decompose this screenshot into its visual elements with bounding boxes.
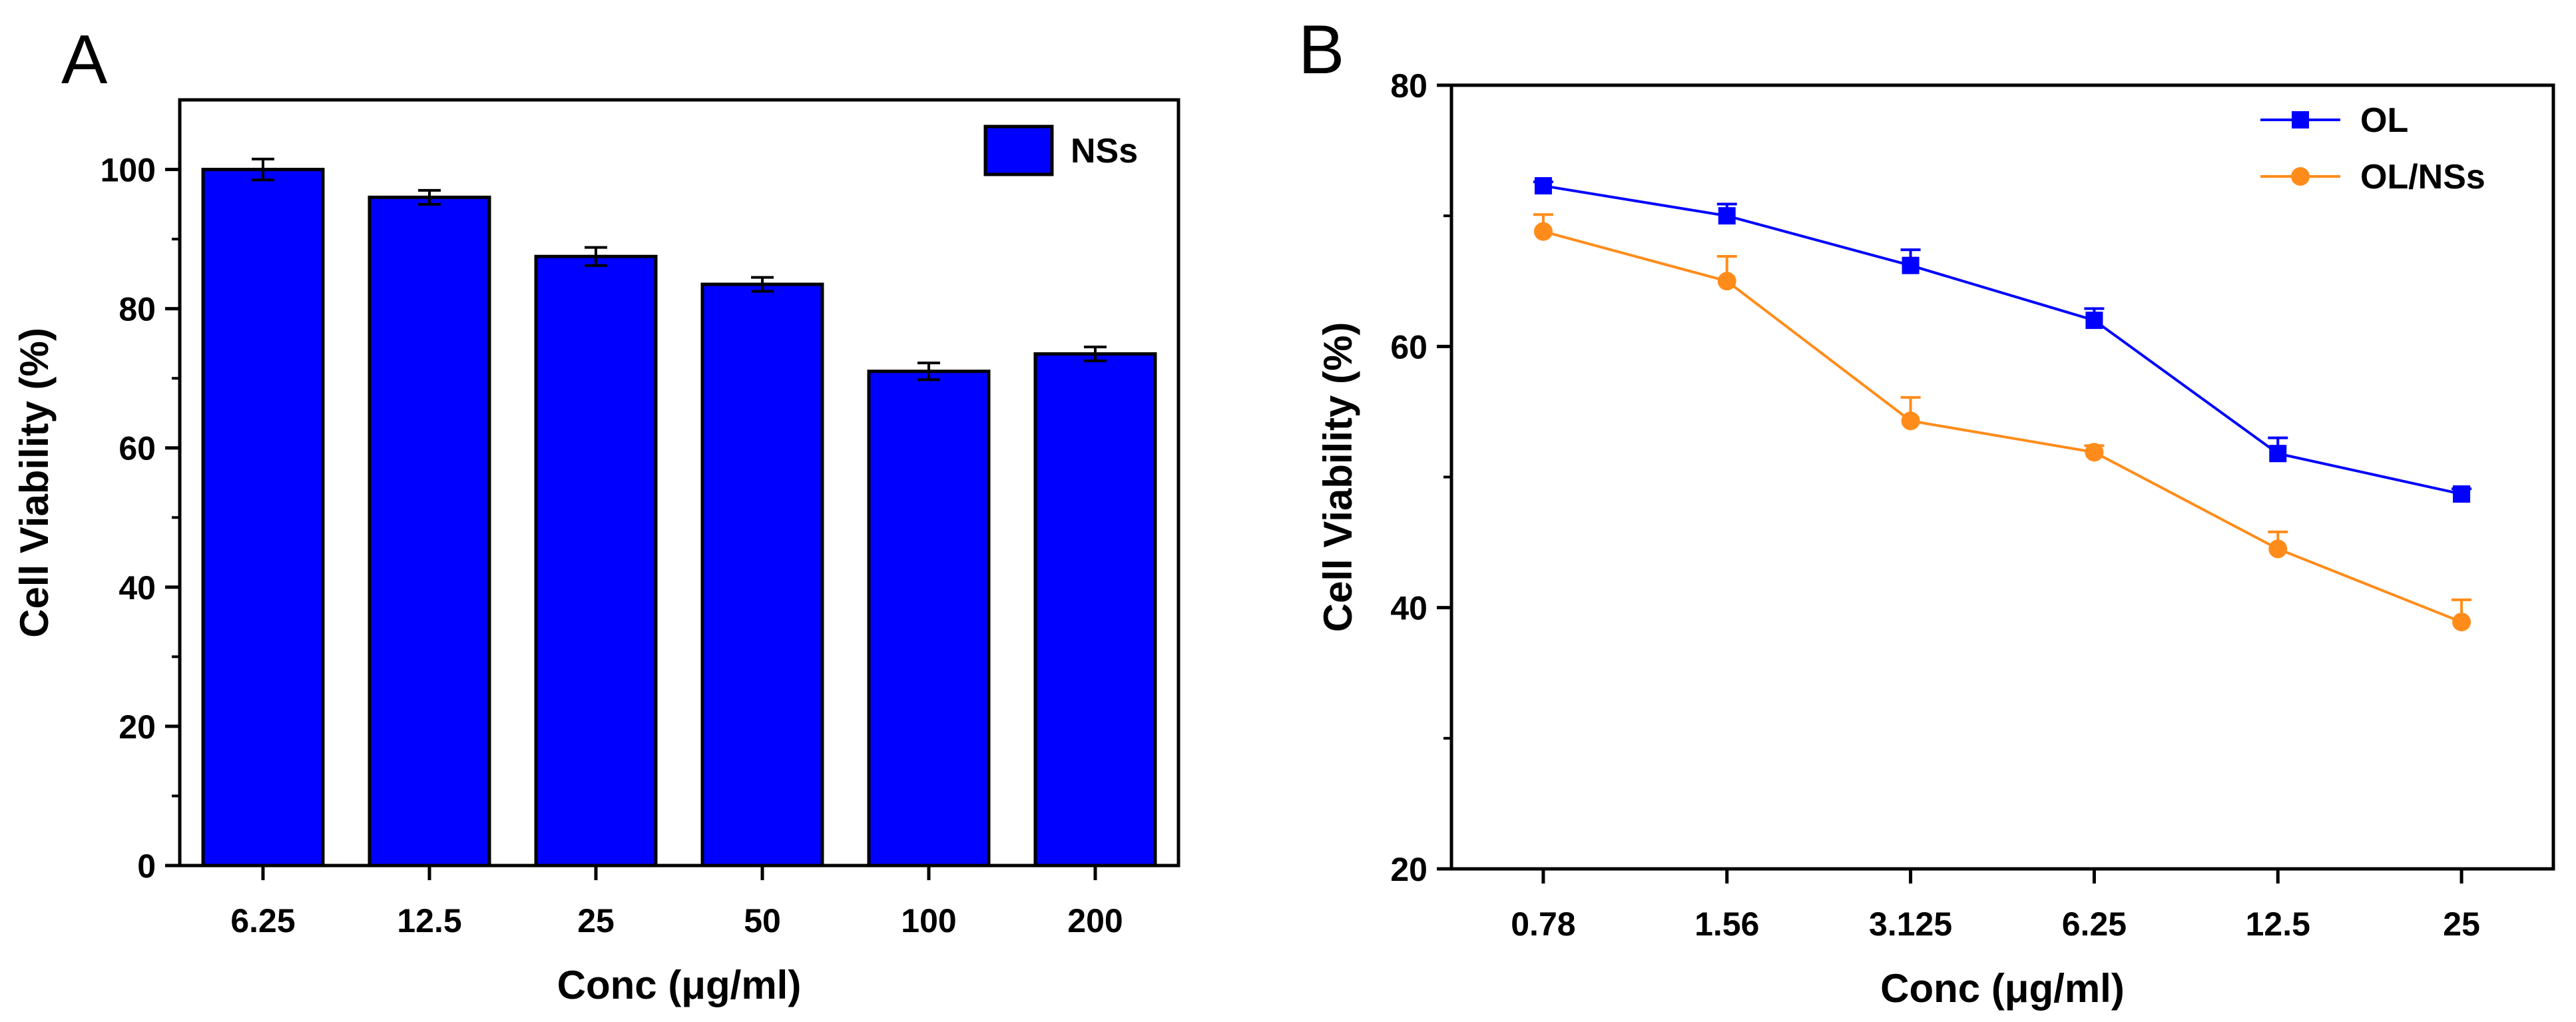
x-axis-title: Conc (μg/ml) — [557, 963, 802, 1007]
error-bar — [252, 157, 274, 182]
data-point — [2268, 539, 2288, 559]
x-tick-label: 25 — [2443, 905, 2480, 943]
x-tick-label: 3.125 — [1869, 905, 1952, 943]
data-point — [2085, 443, 2104, 462]
y-tick-label: 80 — [1390, 67, 1427, 105]
panel-label: A — [61, 21, 108, 99]
y-tick-label: 20 — [1390, 851, 1427, 888]
x-tick-label: 100 — [901, 902, 956, 939]
y-tick-label: 60 — [119, 430, 156, 467]
error-bar — [1084, 346, 1107, 363]
y-tick-label: 20 — [119, 708, 156, 746]
error-bar — [418, 188, 441, 206]
legend-swatch — [983, 125, 1054, 176]
legend: OL OL/NSs — [2260, 101, 2485, 196]
x-tick-label: 6.25 — [2062, 905, 2127, 943]
y-tick-label: 40 — [119, 569, 156, 607]
panel-b-line-chart: B 0.78 1.56 3.125 6.25 12.5 25 20 40 60 80 Conc (μg… — [1298, 11, 2555, 1011]
y-tick-label: 80 — [119, 291, 156, 328]
error-bar — [751, 276, 774, 293]
bar — [368, 195, 491, 868]
x-tick-label: 6.25 — [230, 902, 295, 939]
x-tick-label: 0.78 — [1511, 905, 1575, 943]
bar — [700, 282, 824, 868]
bar — [201, 168, 325, 868]
x-tick-label: 1.56 — [1694, 905, 1759, 943]
legend-marker — [2292, 111, 2309, 128]
x-tick-label: 200 — [1067, 902, 1123, 939]
data-point — [1902, 256, 1920, 274]
y-tick-label: 100 — [101, 152, 156, 189]
bar — [534, 254, 658, 868]
legend-label: OL/NSs — [2360, 158, 2485, 196]
x-tick-label: 25 — [577, 902, 615, 939]
legend-label: NSs — [1071, 132, 1138, 170]
plot-frame — [178, 98, 1180, 868]
legend-item: OL — [2260, 101, 2408, 140]
data-point — [1901, 411, 1920, 431]
series-line — [1543, 230, 2462, 624]
error-bar — [917, 362, 940, 382]
data-point — [2085, 312, 2103, 330]
x-tick-label: 12.5 — [2246, 905, 2310, 943]
panel-label: B — [1298, 11, 1344, 89]
panel-a-bar-chart: A 6.25 12.5 25 50 100 200 0 20 40 60 80 100 Conc (μg/… — [12, 21, 1180, 1007]
data-point — [2269, 445, 2287, 463]
data-point — [1718, 207, 1736, 225]
x-tick-label: 12.5 — [397, 902, 461, 939]
data-point — [1534, 177, 1552, 195]
data-point — [1717, 272, 1736, 291]
error-bar — [585, 246, 607, 267]
legend-marker — [2291, 167, 2310, 186]
data-point — [1533, 222, 1553, 241]
bar — [867, 370, 991, 868]
x-tick-label: 50 — [744, 902, 781, 939]
series-line — [1543, 184, 2462, 495]
y-tick-label: 0 — [137, 848, 156, 885]
legend-label: OL — [2360, 101, 2408, 140]
series-ol-nss — [1533, 213, 2472, 632]
y-axis-title: Cell Viability (%) — [12, 328, 57, 638]
series-ol — [1533, 177, 2472, 503]
legend-item: OL/NSs — [2260, 158, 2485, 196]
bar — [1033, 352, 1157, 868]
legend: NSs — [983, 125, 1138, 176]
data-point — [2452, 613, 2471, 632]
y-tick-label: 60 — [1390, 328, 1427, 366]
x-axis-title: Conc (μg/ml) — [1880, 966, 2125, 1011]
y-axis-title: Cell Viability (%) — [1316, 322, 1360, 633]
y-tick-label: 40 — [1390, 590, 1427, 627]
data-point — [2453, 485, 2471, 503]
